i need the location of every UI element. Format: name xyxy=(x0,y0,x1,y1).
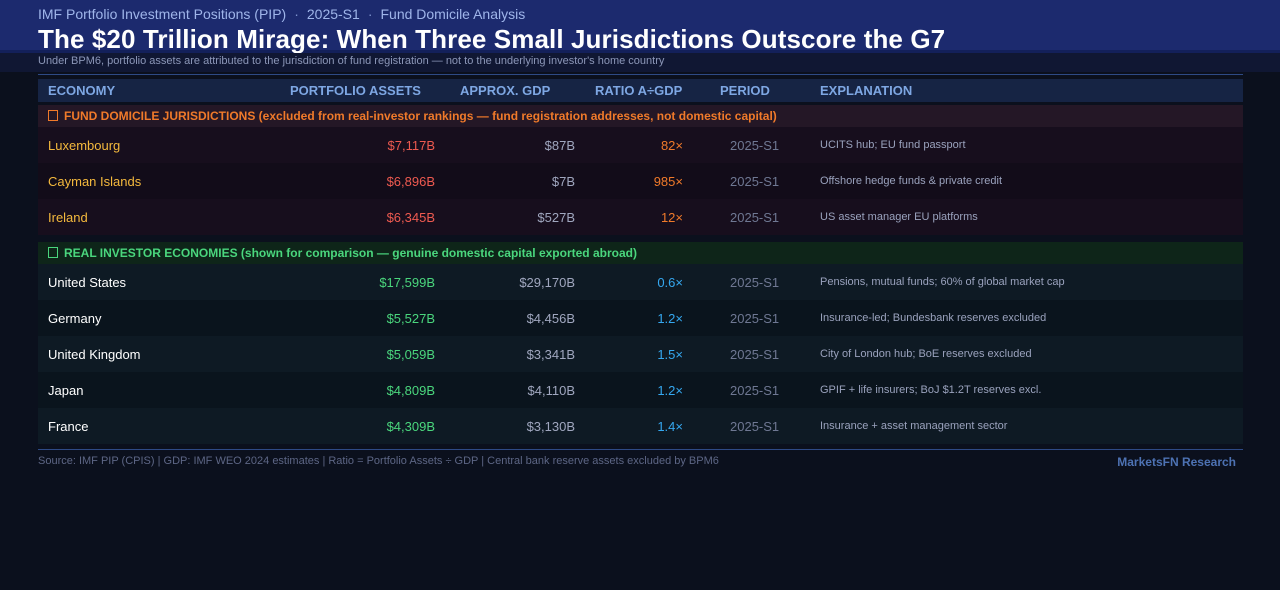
section-label: FUND DOMICILE JURISDICTIONS (excluded fr… xyxy=(48,109,777,123)
kicker-separator: · xyxy=(294,6,299,22)
portfolio-assets-cell: $4,809B xyxy=(386,383,435,398)
kicker-source: IMF Portfolio Investment Positions (PIP) xyxy=(38,6,287,22)
table-row: Germany $5,527B $4,456B 1.2× 2025-S1 Insuranc… xyxy=(38,300,1243,336)
subtitle-band xyxy=(0,53,1280,72)
section-real-investor: REAL INVESTOR ECONOMIES (shown for compa… xyxy=(38,242,1243,264)
period-cell: 2025-S1 xyxy=(730,138,780,153)
warning-icon xyxy=(48,110,58,121)
table-row: France $4,309B $3,130B 1.4× 2025-S1 Insurance… xyxy=(38,408,1243,444)
check-icon xyxy=(48,247,58,258)
ratio-cell: 1.4× xyxy=(657,419,683,434)
gdp-cell: $3,130B xyxy=(526,419,575,434)
ratio-cell: 985× xyxy=(653,174,683,189)
ratio-cell: 1.2× xyxy=(657,383,683,398)
ratio-cell: 12× xyxy=(660,210,683,225)
explanation-cell: GPIF + life insurers; BoJ $1.2T reserves… xyxy=(820,384,1042,396)
gdp-cell: $3,341B xyxy=(526,347,575,362)
col-ratio: RATIO A÷GDP xyxy=(595,83,683,98)
section-label: REAL INVESTOR ECONOMIES (shown for compa… xyxy=(48,246,637,260)
ratio-cell: 0.6× xyxy=(657,275,683,290)
bottom-rule xyxy=(38,449,1243,450)
portfolio-assets-cell: $6,896B xyxy=(386,174,435,189)
ratio-cell: 1.5× xyxy=(657,347,683,362)
col-economy: ECONOMY xyxy=(48,83,116,98)
economy-cell: United States xyxy=(48,275,127,290)
portfolio-assets-cell: $7,117B xyxy=(387,138,435,153)
col-approx-gdp: APPROX. GDP xyxy=(460,83,551,98)
gdp-cell: $7B xyxy=(551,174,575,189)
ratio-cell: 1.2× xyxy=(657,311,683,326)
brand-label: MarketsFN Research xyxy=(1117,455,1236,469)
portfolio-assets-cell: $5,527B xyxy=(386,311,435,326)
economy-cell: Japan xyxy=(48,383,84,398)
explanation-cell: US asset manager EU platforms xyxy=(820,211,978,223)
table-row: Cayman Islands $6,896B $7B 985× 2025-S1 Offsh… xyxy=(38,163,1243,199)
portfolio-assets-cell: $5,059B xyxy=(386,347,435,362)
gdp-cell: $4,110B xyxy=(527,383,575,398)
economy-cell: Cayman Islands xyxy=(48,174,142,189)
gdp-cell: $29,170B xyxy=(519,275,575,290)
portfolio-assets-cell: $6,345B xyxy=(386,210,435,225)
page-title: The $20 Trillion Mirage: When Three Smal… xyxy=(38,24,946,54)
economy-cell: United Kingdom xyxy=(48,347,141,362)
period-cell: 2025-S1 xyxy=(730,174,780,189)
subtitle: Under BPM6, portfolio assets are attribu… xyxy=(38,55,665,67)
explanation-cell: UCITS hub; EU fund passport xyxy=(820,139,966,151)
explanation-cell: Insurance-led; Bundesbank reserves exclu… xyxy=(820,312,1047,324)
ratio-cell: 82× xyxy=(660,138,683,153)
col-period: PERIOD xyxy=(720,83,770,98)
section-fund-domicile: FUND DOMICILE JURISDICTIONS (excluded fr… xyxy=(38,105,1243,127)
table-row: United States $17,599B $29,170B 0.6× 2025-S1… xyxy=(38,264,1243,300)
kicker: IMF Portfolio Investment Positions (PIP)… xyxy=(38,6,525,22)
economy-cell: Ireland xyxy=(48,210,88,225)
explanation-cell: Pensions, mutual funds; 60% of global ma… xyxy=(820,276,1065,288)
column-header-row: ECONOMY PORTFOLIO ASSETS APPROX. GDP RAT… xyxy=(38,79,1243,102)
gdp-cell: $87B xyxy=(544,138,575,153)
period-cell: 2025-S1 xyxy=(730,347,780,362)
economy-cell: Luxembourg xyxy=(48,138,121,153)
gdp-cell: $527B xyxy=(537,210,575,225)
period-cell: 2025-S1 xyxy=(730,419,780,434)
explanation-cell: Insurance + asset management sector xyxy=(820,420,1008,432)
table-row: Japan $4,809B $4,110B 1.2× 2025-S1 GPIF + lif… xyxy=(38,372,1243,408)
table-row: Luxembourg $7,117B $87B 82× 2025-S1 UCITS hub… xyxy=(38,127,1243,163)
explanation-cell: City of London hub; BoE reserves exclude… xyxy=(820,348,1032,360)
col-explanation: EXPLANATION xyxy=(820,83,913,98)
kicker-topic: Fund Domicile Analysis xyxy=(380,6,526,22)
top-rule xyxy=(38,74,1243,75)
source-note: Source: IMF PIP (CPIS) | GDP: IMF WEO 20… xyxy=(38,455,719,467)
period-cell: 2025-S1 xyxy=(730,311,780,326)
table-row: United Kingdom $5,059B $3,341B 1.5× 2025-S1 C… xyxy=(38,336,1243,372)
explanation-cell: Offshore hedge funds & private credit xyxy=(820,175,1003,187)
economy-cell: Germany xyxy=(48,311,102,326)
table-row: Ireland $6,345B $527B 12× 2025-S1 US asset ma… xyxy=(38,199,1243,235)
portfolio-assets-cell: $17,599B xyxy=(379,275,435,290)
kicker-period: 2025-S1 xyxy=(306,6,360,22)
col-portfolio-assets: PORTFOLIO ASSETS xyxy=(290,83,421,98)
kicker-separator: · xyxy=(367,6,373,22)
period-cell: 2025-S1 xyxy=(730,210,780,225)
gdp-cell: $4,456B xyxy=(526,311,575,326)
section-label-text: FUND DOMICILE JURISDICTIONS (excluded fr… xyxy=(64,109,777,123)
period-cell: 2025-S1 xyxy=(730,383,780,398)
economy-cell: France xyxy=(48,419,89,434)
portfolio-assets-cell: $4,309B xyxy=(386,419,435,434)
header-band: IMF Portfolio Investment Positions (PIP)… xyxy=(0,0,1280,54)
section-label-text: REAL INVESTOR ECONOMIES (shown for compa… xyxy=(64,246,637,260)
period-cell: 2025-S1 xyxy=(730,275,780,290)
